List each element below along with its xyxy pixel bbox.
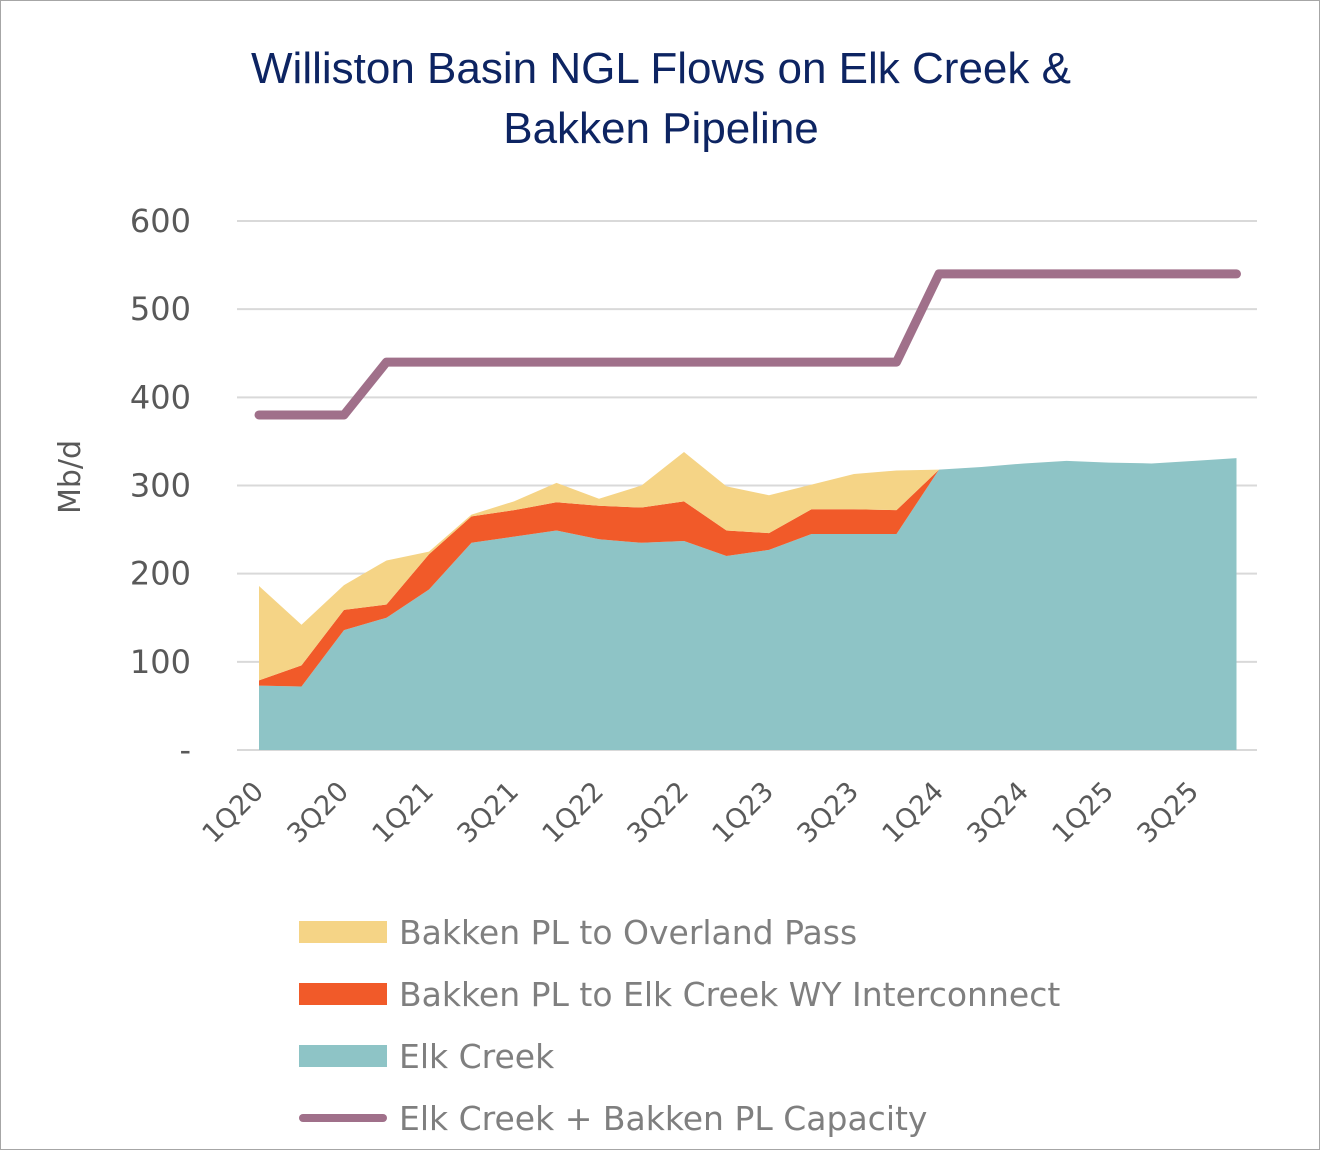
x-tick-label-1q22: 1Q22 — [537, 776, 610, 849]
legend-label-bakken-pl-to-elk-creek-wy-interconnect: Bakken PL to Elk Creek WY Interconnect — [399, 974, 1061, 1014]
y-tick-label-1: 100 — [130, 643, 191, 681]
area-series — [259, 451, 1237, 750]
y-tick-label-3: 300 — [130, 467, 191, 505]
line-elk-creek-bakken-pl-capacity — [254, 269, 1241, 420]
x-tick-label-3q21: 3Q21 — [452, 776, 525, 849]
chart-title: Williston Basin NGL Flows on Elk Creek &… — [1, 39, 1320, 159]
legend-item-elk-creek: Elk Creek — [299, 1025, 1060, 1087]
x-tick-label-3q25: 3Q25 — [1132, 776, 1205, 849]
legend-label-bakken-pl-to-overland-pass: Bakken PL to Overland Pass — [399, 912, 858, 952]
y-tick-label-5: 500 — [130, 290, 191, 328]
legend: Bakken PL to Overland Pass Bakken PL to E… — [299, 901, 1060, 1149]
x-tick-label-1q21: 1Q21 — [367, 776, 440, 849]
x-tick-label-1q20: 1Q20 — [197, 776, 270, 849]
legend-label-elk-creek-bakken-pl-capacity: Elk Creek + Bakken PL Capacity — [399, 1098, 928, 1138]
legend-swatch-elk-creek-bakken-pl-capacity — [299, 1114, 387, 1122]
legend-swatch-bakken-pl-to-overland-pass — [299, 921, 387, 943]
x-tick-label-3q20: 3Q20 — [282, 776, 355, 849]
legend-item-elk-creek-bakken-pl-capacity: Elk Creek + Bakken PL Capacity — [299, 1087, 1060, 1149]
x-tick-label-3q22: 3Q22 — [622, 776, 695, 849]
x-tick-label-3q24: 3Q24 — [962, 776, 1035, 849]
x-tick-label-1q24: 1Q24 — [877, 776, 950, 849]
x-axis-ticks: 1Q20 3Q20 1Q21 3Q21 1Q22 3Q22 1Q23 3Q23 1Q24 3Q24… — [197, 776, 1205, 849]
chart-title-line-1: Williston Basin NGL Flows on Elk Creek & — [251, 44, 1071, 93]
area-bakken-pl-to-overland-pass — [259, 451, 1237, 681]
line-series — [254, 269, 1241, 420]
y-axis-ticks: - 100 200 300 400 500 600 — [130, 202, 191, 769]
x-tick-label-3q23: 3Q23 — [792, 776, 865, 849]
legend-item-bakken-pl-to-elk-creek-wy-interconnect: Bakken PL to Elk Creek WY Interconnect — [299, 963, 1060, 1025]
y-tick-label-4: 400 — [130, 378, 191, 416]
x-tick-label-1q25: 1Q25 — [1047, 776, 1120, 849]
y-tick-label-6: 600 — [130, 202, 191, 240]
y-axis-title: Mb/d — [53, 440, 88, 514]
legend-swatch-elk-creek — [299, 1045, 387, 1067]
legend-item-bakken-pl-to-overland-pass: Bakken PL to Overland Pass — [299, 901, 1060, 963]
chart-title-line-2: Bakken Pipeline — [503, 104, 819, 153]
plot-area: - 100 200 300 400 500 600 1Q20 3Q20 1Q21 3Q21 1Q22… — [53, 202, 1257, 849]
legend-label-elk-creek: Elk Creek — [399, 1036, 555, 1076]
y-tick-label-2: 200 — [130, 555, 191, 593]
x-tick-label-1q23: 1Q23 — [707, 776, 780, 849]
area-bakken-pl-to-elk-creek-wy-interconnect — [259, 458, 1237, 687]
y-tick-label-0: - — [179, 731, 191, 769]
area-elk-creek — [259, 458, 1237, 750]
legend-swatch-bakken-pl-to-elk-creek-wy-interconnect — [299, 983, 387, 1005]
